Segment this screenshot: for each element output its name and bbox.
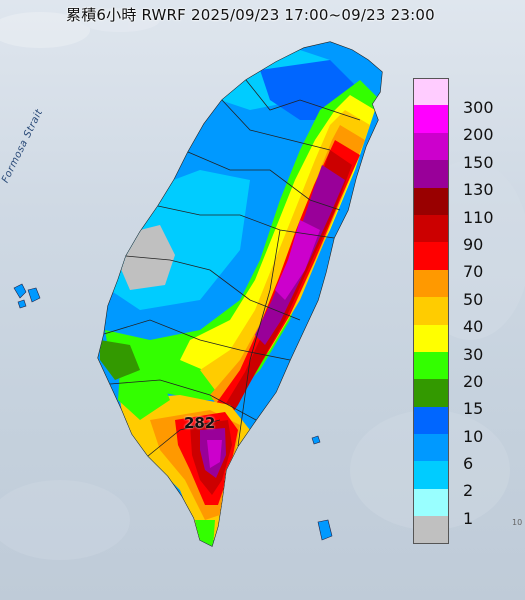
map-title: 累積6小時 RWRF 2025/09/23 17:00~09/23 23:00	[66, 6, 435, 24]
legend-item: 1	[413, 488, 523, 528]
legend-item: 20	[413, 351, 523, 391]
legend-item: 130	[413, 160, 523, 199]
legend-swatch	[413, 324, 449, 352]
legend-swatch	[413, 78, 449, 106]
legend-swatch	[413, 406, 449, 435]
legend-item: 30	[413, 324, 523, 364]
legend-item: 150	[413, 132, 523, 172]
legend-item: 15	[413, 379, 523, 418]
penghu-islands	[13, 283, 41, 309]
legend-label: 6	[463, 454, 474, 474]
legend-label: 70	[463, 262, 484, 282]
legend-item: 50	[413, 269, 523, 309]
legend-swatch	[413, 160, 449, 188]
legend-swatch	[413, 269, 449, 298]
county-boundaries	[103, 79, 361, 457]
max-rainfall-label: 282	[184, 414, 216, 432]
legend-label: 10	[463, 426, 484, 446]
legend-swatch	[413, 105, 449, 133]
legend-swatch	[413, 488, 449, 517]
legend-label: 300	[463, 98, 494, 117]
legend-swatch	[413, 461, 449, 489]
legend-item: 40	[413, 297, 523, 336]
legend-item: 6	[413, 434, 523, 473]
legend-swatch	[413, 214, 449, 243]
legend-label: 30	[463, 344, 484, 364]
eastern-islands	[311, 435, 333, 541]
legend-item: 70	[413, 242, 523, 281]
legend-label: 50	[463, 289, 484, 309]
legend-item: 300	[413, 78, 523, 117]
edge-mark: 10	[512, 518, 523, 527]
legend-item: 2	[413, 461, 523, 500]
legend-item: 110	[413, 187, 523, 227]
legend-label: 90	[463, 234, 484, 254]
legend-swatch	[413, 351, 449, 380]
legend-item: 10	[413, 406, 523, 446]
legend-swatch	[413, 132, 449, 161]
legend-item: 90	[413, 214, 523, 254]
legend-label: 15	[463, 399, 484, 419]
legend-swatch	[413, 379, 449, 407]
legend-label: 110	[463, 207, 494, 227]
legend-swatch	[413, 297, 449, 325]
rainfall-field	[98, 42, 382, 546]
legend-item: 200	[413, 105, 523, 144]
legend-label: 40	[463, 317, 484, 337]
legend-label: 20	[463, 371, 484, 391]
legend-swatch	[413, 242, 449, 270]
legend-label: 2	[463, 481, 474, 501]
legend-swatch	[413, 516, 449, 544]
legend-item	[413, 516, 523, 544]
legend-label: 1	[463, 508, 474, 528]
legend-swatch	[413, 187, 449, 215]
legend-label: 150	[463, 152, 494, 172]
legend-label: 130	[463, 180, 494, 200]
legend-label: 200	[463, 125, 494, 145]
rainfall-legend: 300 200 150 130 110 90 70 50 40 30 20 15 10 6 2 1	[413, 78, 523, 544]
legend-swatch	[413, 434, 449, 462]
